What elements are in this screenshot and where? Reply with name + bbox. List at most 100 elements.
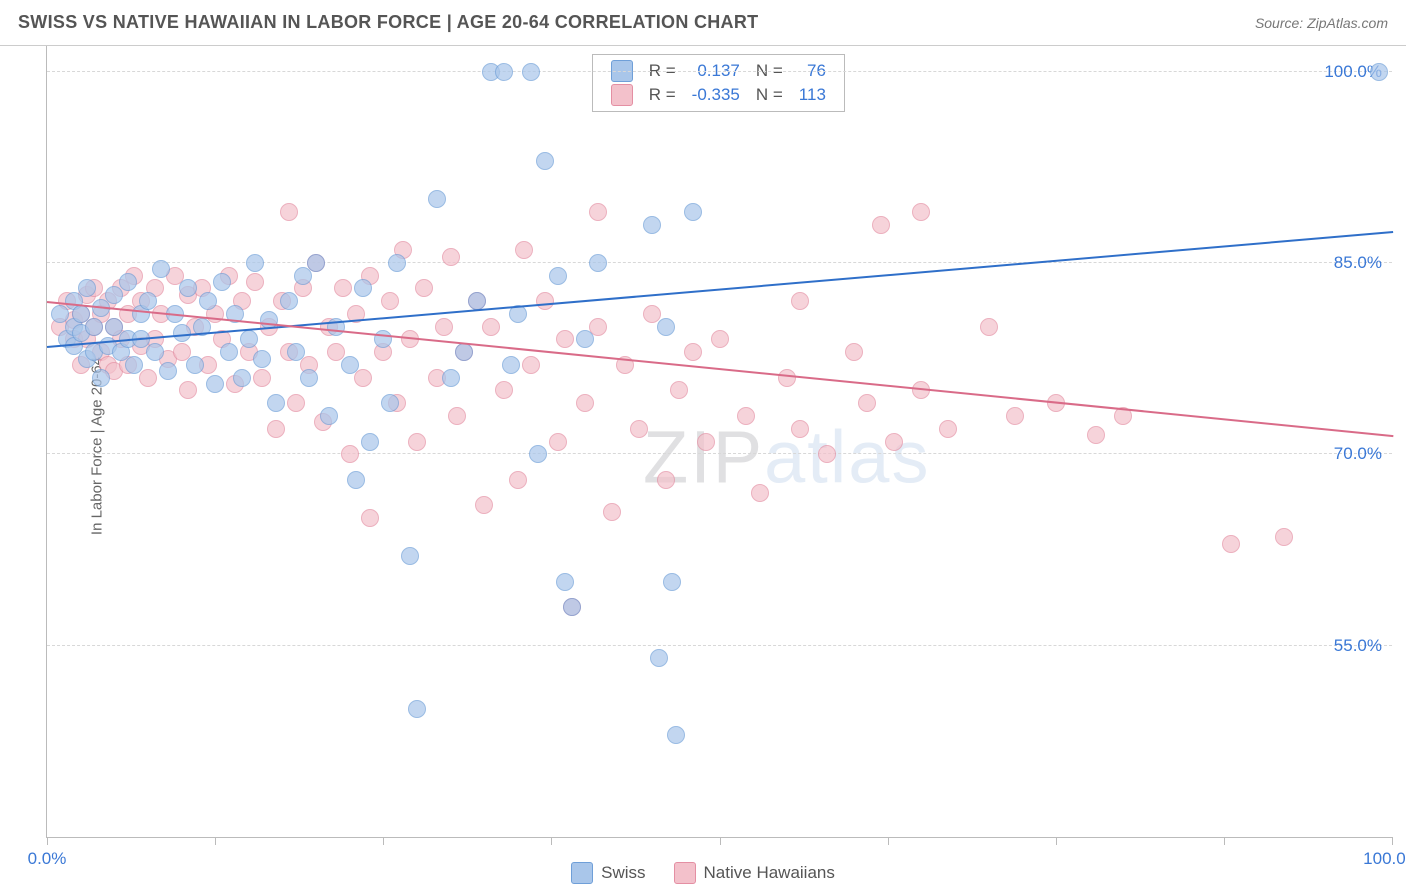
hawaiian-point — [361, 509, 379, 527]
swiss-point — [388, 254, 406, 272]
swatch-hawaiian — [611, 84, 633, 106]
hawaiian-point — [1275, 528, 1293, 546]
gridline — [47, 645, 1392, 646]
swatch-hawaiian — [674, 862, 696, 884]
swiss-point — [300, 369, 318, 387]
legend-label-hawaiian: Native Hawaiians — [704, 863, 835, 883]
trendline — [47, 301, 1393, 437]
swiss-point — [549, 267, 567, 285]
x-tick — [47, 837, 48, 845]
hawaiian-point — [341, 445, 359, 463]
swiss-point — [643, 216, 661, 234]
x-tick — [215, 837, 216, 845]
hawaiian-point — [448, 407, 466, 425]
y-tick-label: 55.0% — [1334, 636, 1382, 656]
swiss-point — [529, 445, 547, 463]
hawaiian-point — [858, 394, 876, 412]
swiss-point — [536, 152, 554, 170]
y-tick-label: 85.0% — [1334, 253, 1382, 273]
y-tick-label: 70.0% — [1334, 444, 1382, 464]
hawaiian-point — [334, 279, 352, 297]
hawaiian-point — [1087, 426, 1105, 444]
swiss-point — [152, 260, 170, 278]
hawaiian-point — [818, 445, 836, 463]
swiss-point — [287, 343, 305, 361]
hawaiian-point — [475, 496, 493, 514]
hawaiian-point — [408, 433, 426, 451]
swiss-point — [663, 573, 681, 591]
swiss-point — [442, 369, 460, 387]
hawaiian-point — [1006, 407, 1024, 425]
scatter-plot-area: ZIPatlas R = 0.137 N = 76 R = -0.335 N =… — [46, 46, 1392, 838]
hawaiian-point — [522, 356, 540, 374]
gridline — [47, 71, 1392, 72]
hawaiian-point — [872, 216, 890, 234]
hawaiian-point — [536, 292, 554, 310]
swiss-point — [408, 700, 426, 718]
swiss-point — [246, 254, 264, 272]
hawaiian-point — [737, 407, 755, 425]
swiss-point — [556, 573, 574, 591]
swiss-point — [220, 343, 238, 361]
swiss-point — [78, 279, 96, 297]
series-legend: Swiss Native Hawaiians — [0, 862, 1406, 884]
swiss-point — [280, 292, 298, 310]
hawaiian-point — [509, 471, 527, 489]
swiss-point — [1370, 63, 1388, 81]
swiss-point — [206, 375, 224, 393]
hawaiian-point — [267, 420, 285, 438]
hawaiian-point — [980, 318, 998, 336]
swiss-point — [468, 292, 486, 310]
x-tick — [1056, 837, 1057, 845]
hawaiian-point — [791, 420, 809, 438]
hawaiian-point — [280, 203, 298, 221]
swiss-point — [240, 330, 258, 348]
hawaiian-point — [442, 248, 460, 266]
swiss-point — [307, 254, 325, 272]
swiss-point — [213, 273, 231, 291]
x-tick — [1224, 837, 1225, 845]
swiss-point — [428, 190, 446, 208]
hawaiian-point — [912, 203, 930, 221]
hawaiian-point — [845, 343, 863, 361]
swiss-point — [92, 369, 110, 387]
swiss-point — [502, 356, 520, 374]
hawaiian-point — [381, 292, 399, 310]
hawaiian-point — [354, 369, 372, 387]
hawaiian-point — [287, 394, 305, 412]
swiss-point — [563, 598, 581, 616]
hawaiian-point — [630, 420, 648, 438]
x-tick — [720, 837, 721, 845]
hawaiian-point — [1222, 535, 1240, 553]
swiss-point — [179, 279, 197, 297]
hawaiian-point — [603, 503, 621, 521]
legend-item-swiss: Swiss — [571, 862, 645, 884]
correlation-legend: R = 0.137 N = 76 R = -0.335 N = 113 — [592, 54, 845, 112]
hawaiian-point — [576, 394, 594, 412]
watermark: ZIPatlas — [643, 415, 930, 500]
swiss-point — [253, 350, 271, 368]
hawaiian-point — [515, 241, 533, 259]
gridline — [47, 453, 1392, 454]
hawaiian-point — [697, 433, 715, 451]
swiss-point — [146, 343, 164, 361]
swiss-point — [401, 547, 419, 565]
swiss-point — [139, 292, 157, 310]
hawaiian-point — [246, 273, 264, 291]
swatch-swiss — [571, 862, 593, 884]
swiss-point — [455, 343, 473, 361]
hawaiian-point — [939, 420, 957, 438]
hawaiian-point — [751, 484, 769, 502]
swiss-point — [657, 318, 675, 336]
swiss-point — [684, 203, 702, 221]
swiss-point — [159, 362, 177, 380]
swiss-point — [341, 356, 359, 374]
n-label: N = — [748, 83, 791, 107]
x-tick — [1392, 837, 1393, 845]
chart-header: SWISS VS NATIVE HAWAIIAN IN LABOR FORCE … — [0, 0, 1406, 46]
swiss-point — [381, 394, 399, 412]
hawaiian-point — [482, 318, 500, 336]
legend-row-hawaiian: R = -0.335 N = 113 — [603, 83, 834, 107]
swiss-point — [233, 369, 251, 387]
swiss-point — [650, 649, 668, 667]
